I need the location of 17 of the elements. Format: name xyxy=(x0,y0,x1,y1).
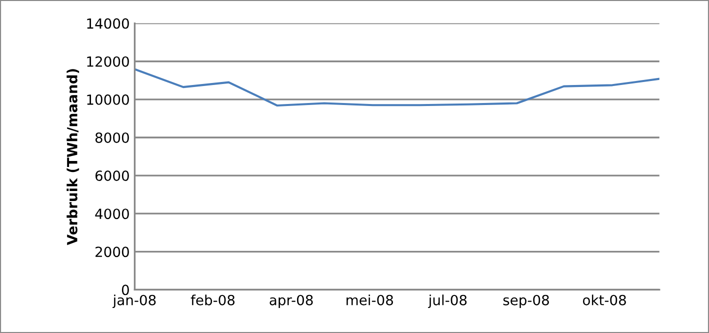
y-tick-label: 6000 xyxy=(95,170,129,182)
line-series xyxy=(134,68,660,107)
y-tick-label: 10000 xyxy=(87,94,129,105)
x-tick-label: jan-08 xyxy=(112,294,156,308)
x-tick-label: mei-08 xyxy=(346,294,393,306)
y-tick-label: 14000 xyxy=(87,18,129,29)
x-tick-label: apr-08 xyxy=(270,294,313,308)
y-tick-label: 12000 xyxy=(87,56,129,67)
x-tick-label: sep-08 xyxy=(503,294,549,308)
y-tick-label: 8000 xyxy=(95,132,129,143)
x-tick-label: feb-08 xyxy=(190,294,235,306)
y-axis-title: Verbruik (TWh/maand) xyxy=(66,69,80,246)
y-tick-label: 0 xyxy=(122,284,129,296)
y-tick-label: 4000 xyxy=(95,208,129,220)
x-tick-label: jul-08 xyxy=(428,294,467,308)
y-tick-label: 2000 xyxy=(96,246,129,258)
x-tick-label: okt-08 xyxy=(582,294,626,306)
